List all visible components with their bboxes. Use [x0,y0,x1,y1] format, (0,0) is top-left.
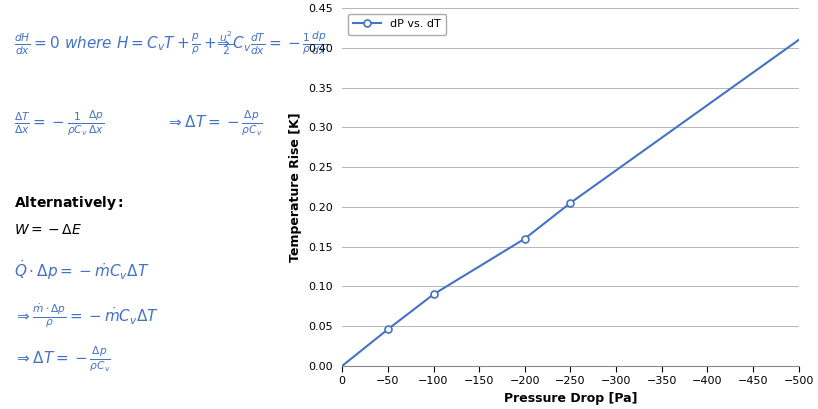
Text: $W=-\Delta E$: $W=-\Delta E$ [14,223,83,237]
dP vs. dT [429,292,438,297]
dP vs. dT [337,364,347,369]
Text: $\dot{Q}\cdot\Delta p=-\dot{m}C_v\Delta T$: $\dot{Q}\cdot\Delta p=-\dot{m}C_v\Delta … [14,258,150,283]
dP vs. dT [520,236,530,241]
Text: $\mathbf{Alternatively:}$: $\mathbf{Alternatively:}$ [14,194,124,212]
X-axis label: Pressure Drop [Pa]: Pressure Drop [Pa] [504,392,637,405]
Legend: dP vs. dT: dP vs. dT [348,14,447,35]
dP vs. dT [793,38,803,43]
Text: $\frac{dH}{dx}=0\ \mathit{where}\ H=C_v T+\frac{p}{\rho}+\frac{u^2}{2}$: $\frac{dH}{dx}=0\ \mathit{where}\ H=C_v … [14,29,234,57]
Line: dP vs. dT: dP vs. dT [342,40,798,366]
Text: $\frac{\Delta T}{\Delta x}=-\frac{1}{\rho C_v}\frac{\Delta p}{\Delta x}$: $\frac{\Delta T}{\Delta x}=-\frac{1}{\rh… [14,108,105,138]
Text: $\Rightarrow\Delta T=-\frac{\Delta p}{\rho C_v}$: $\Rightarrow\Delta T=-\frac{\Delta p}{\r… [166,108,263,138]
Text: $\Rightarrow\frac{\dot{m}\cdot\Delta p}{\rho}=-\dot{m}C_v\Delta T$: $\Rightarrow\frac{\dot{m}\cdot\Delta p}{… [14,301,160,330]
Text: $\Rightarrow\Delta T=-\frac{\Delta p}{\rho C_v}$: $\Rightarrow\Delta T=-\frac{\Delta p}{\r… [14,344,111,374]
dP vs. dT [565,200,575,205]
Text: $\Rightarrow C_v\frac{dT}{dx}=-\frac{1}{\rho}\frac{dp}{dx}$: $\Rightarrow C_v\frac{dT}{dx}=-\frac{1}{… [213,29,327,57]
dP vs. dT [383,327,393,332]
Y-axis label: Temperature Rise [K]: Temperature Rise [K] [290,112,302,262]
